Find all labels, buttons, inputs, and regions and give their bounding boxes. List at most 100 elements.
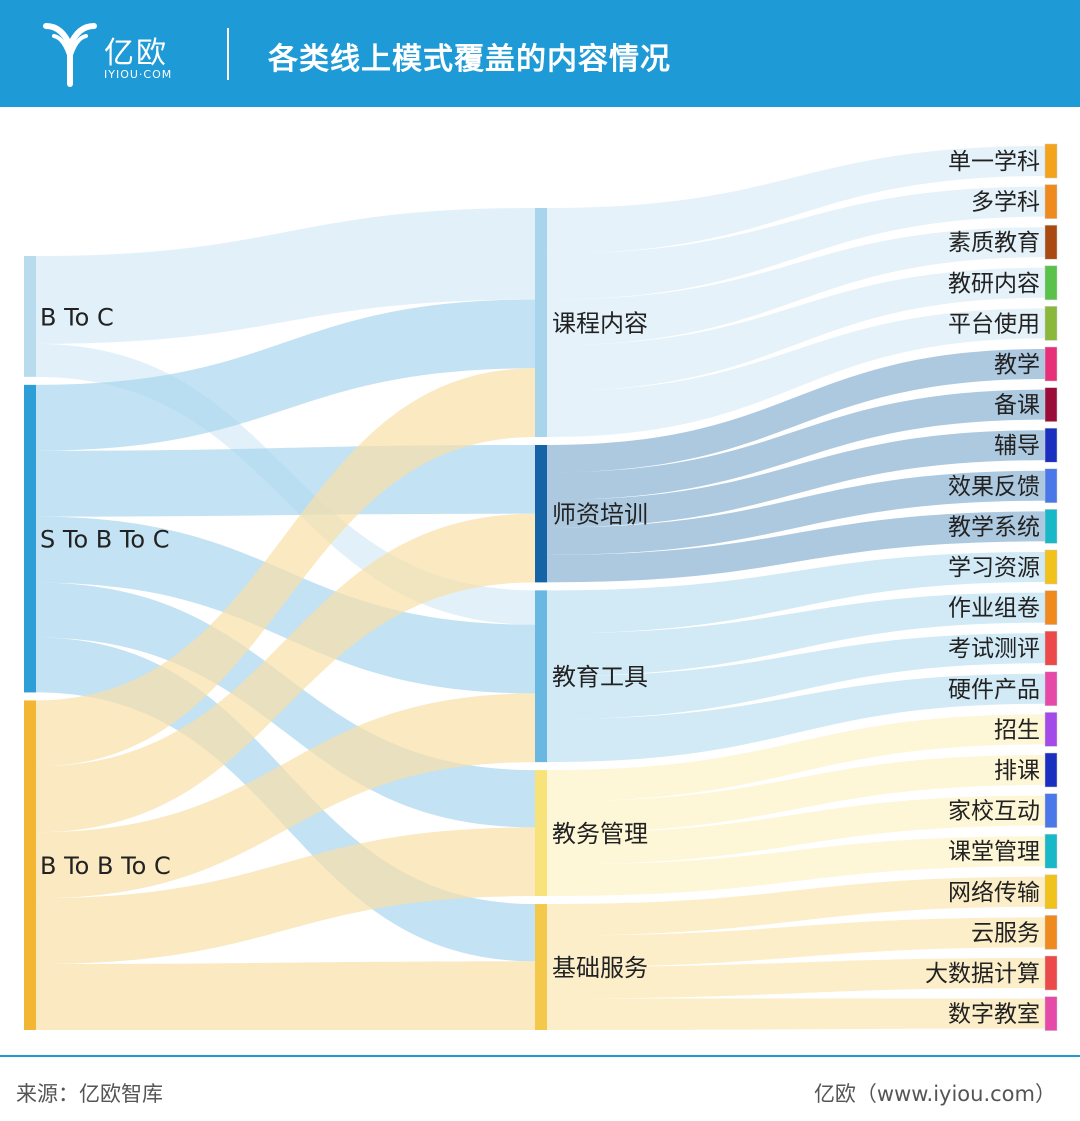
source-node-btoc (24, 256, 36, 377)
leaf-link (547, 430, 1045, 528)
leaf-label-1: 多学科 (971, 190, 1040, 216)
leaf-node-10 (1044, 549, 1058, 585)
flow-link-stobtoc-kc (36, 299, 535, 451)
logo-text-en: IYIOU·COM (104, 68, 173, 81)
leaf-node-4 (1044, 306, 1058, 341)
flow-link-btobtoc-jy (36, 693, 535, 899)
flow-link-stobtoc-jy (36, 516, 535, 694)
flow-link-btobtoc-jc (36, 961, 535, 1030)
leaf-label-8: 效果反馈 (948, 474, 1040, 500)
yiou-logo-icon (43, 23, 97, 87)
leaf-link (547, 349, 1045, 473)
sankey-diagram: B To C S To B To C B To B To C 课程内容师资培训教育工具… (24, 143, 1058, 1031)
flow-link-btoc-kc (36, 208, 535, 344)
source-node-btobtoc (24, 700, 36, 1030)
category-node-jc (535, 904, 547, 1030)
page-title: 各类线上模式覆盖的内容情况 (268, 42, 671, 77)
leaf-label-5: 教学 (994, 352, 1040, 378)
source-label-btobtoc: B To B To C (40, 852, 171, 880)
leaf-node-20 (1044, 955, 1058, 991)
header-bar: 亿欧 IYIOU·COM 各类线上模式覆盖的内容情况 (0, 0, 1080, 107)
flow-link-btobtoc-kc (36, 368, 535, 767)
flow-link-btobtoc-sz (36, 513, 535, 833)
leaf-link (547, 592, 1045, 677)
leaf-node-21 (1044, 996, 1058, 1031)
leaf-node-16 (1044, 793, 1058, 828)
category-label-sz: 师资培训 (552, 501, 648, 529)
leaf-label-17: 课堂管理 (948, 839, 1040, 865)
leaf-link (547, 998, 1045, 1030)
leaf-label-18: 网络传输 (948, 880, 1040, 906)
leaf-label-16: 家校互动 (948, 799, 1040, 825)
leaf-link (547, 308, 1045, 437)
leaf-link (547, 267, 1045, 392)
leaf-link (547, 917, 1045, 968)
leaf-node-6 (1044, 387, 1058, 422)
leaf-link (547, 755, 1045, 834)
leaf-label-9: 教学系统 (948, 514, 1040, 540)
leaf-label-3: 教研内容 (948, 271, 1040, 297)
leaf-label-12: 考试测评 (948, 636, 1040, 662)
source-label-btoc: B To C (40, 303, 114, 331)
leaf-node-3 (1044, 265, 1058, 301)
category-node-jy (535, 590, 547, 763)
leaf-link (547, 186, 1045, 300)
leaf-label-10: 学习资源 (948, 555, 1040, 581)
site-credit: 亿欧（www.iyiou.com） (813, 1082, 1056, 1106)
leaf-link (547, 552, 1045, 634)
header-divider (227, 28, 229, 80)
leaf-label-0: 单一学科 (948, 149, 1040, 175)
leaf-node-2 (1044, 224, 1058, 260)
source-node-stobtoc (24, 384, 36, 693)
leaf-node-12 (1044, 630, 1058, 666)
category-label-jy: 教育工具 (552, 663, 648, 691)
leaf-node-0 (1044, 143, 1058, 179)
category-label-kc: 课程内容 (552, 309, 648, 337)
leaf-label-2: 素质教育 (948, 230, 1040, 256)
leaf-link (547, 146, 1045, 254)
leaf-link (547, 673, 1045, 763)
sankey-links (36, 208, 535, 1030)
leaf-node-18 (1044, 874, 1058, 910)
leaf-node-11 (1044, 590, 1058, 625)
leaf-node-19 (1044, 915, 1058, 950)
leaf-link (547, 795, 1045, 865)
leaf-link (547, 470, 1045, 555)
leaf-link (547, 876, 1045, 936)
leaf-label-4: 平台使用 (948, 311, 1040, 337)
source-note: 来源：亿欧智库 (16, 1082, 163, 1106)
category-node-jw (535, 770, 547, 897)
leaf-node-13 (1044, 671, 1058, 707)
leaf-link (547, 714, 1045, 802)
category-leaf-links (547, 146, 1045, 1030)
leaf-node-7 (1044, 427, 1058, 463)
leaf-node-9 (1044, 509, 1058, 544)
leaf-node-5 (1044, 346, 1058, 382)
leaf-label-15: 排课 (994, 758, 1040, 784)
leaf-node-1 (1044, 184, 1058, 219)
leaf-link (547, 958, 1045, 999)
category-label-jw: 教务管理 (552, 820, 648, 848)
flow-link-stobtoc-sz (36, 444, 535, 517)
leaf-link (547, 227, 1045, 346)
category-node-kc (535, 208, 547, 437)
leaf-link (547, 836, 1045, 897)
flow-link-btobtoc-jw (36, 827, 535, 965)
footer-divider (0, 1055, 1080, 1057)
leaf-label-6: 备课 (994, 393, 1040, 419)
leaf-link (547, 633, 1045, 720)
leaf-label-19: 云服务 (971, 920, 1040, 946)
leaf-node-14 (1044, 712, 1058, 747)
category-label-jc: 基础服务 (552, 954, 648, 982)
leaf-node-8 (1044, 468, 1058, 504)
leaf-node-15 (1044, 752, 1058, 788)
source-label-stobtoc: S To B To C (40, 526, 170, 554)
leaf-label-11: 作业组卷 (948, 596, 1040, 622)
leaf-label-20: 大数据计算 (925, 961, 1040, 987)
leaf-label-14: 招生 (994, 717, 1040, 743)
leaf-label-7: 辅导 (994, 433, 1040, 459)
leaf-label-13: 硬件产品 (948, 677, 1040, 703)
category-node-sz (535, 444, 547, 583)
logo-text-cn: 亿欧 (104, 36, 168, 71)
leaf-link (547, 511, 1045, 583)
